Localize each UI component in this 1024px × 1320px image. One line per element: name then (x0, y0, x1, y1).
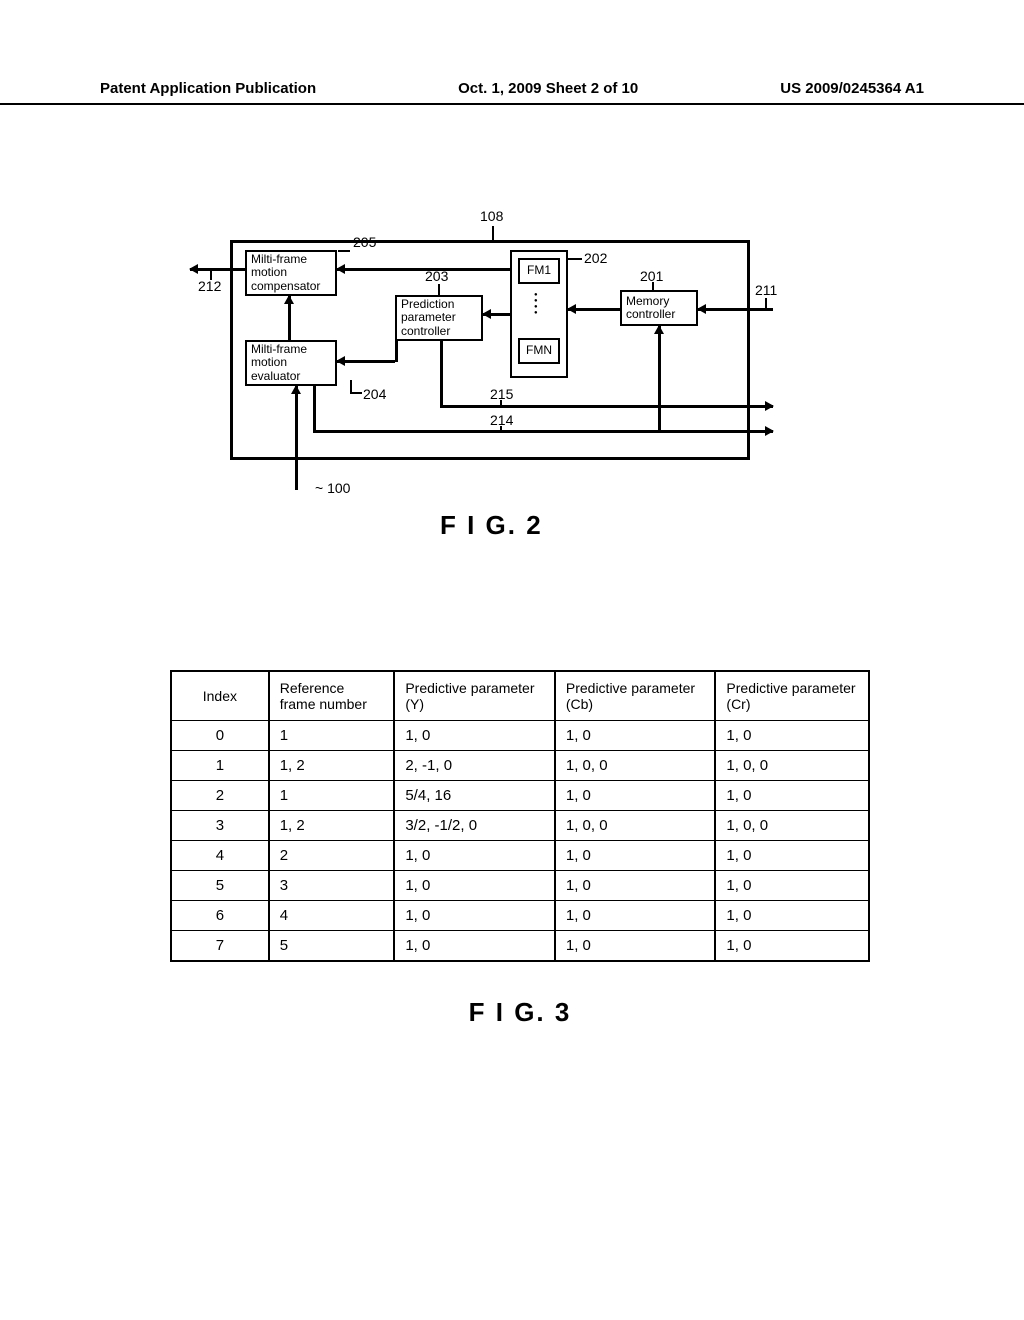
block-memctl: Memory controller (620, 290, 698, 326)
wire-215-h (440, 405, 773, 408)
wire-212 (190, 268, 245, 271)
col-index: Index (171, 671, 269, 721)
label-100: ~ 100 (315, 480, 350, 496)
leader-211 (765, 298, 767, 308)
figure-2: 108 Milti-frame motion compensator 205 M… (200, 200, 780, 520)
label-108: 108 (480, 208, 503, 224)
block-fmn: FMN (518, 338, 560, 364)
block-evaluator: Milti-frame motion evaluator (245, 340, 337, 386)
wire-100 (295, 386, 298, 490)
table-row: 421, 01, 01, 0 (171, 841, 869, 871)
header-center: Oct. 1, 2009 Sheet 2 of 10 (458, 80, 638, 97)
fig3-caption: F I G. 3 (170, 997, 870, 1028)
col-pred-cb: Predictive parameter (Cb) (555, 671, 716, 721)
table-row: 641, 01, 01, 0 (171, 901, 869, 931)
label-205: 205 (353, 234, 376, 250)
header-right: US 2009/0245364 A1 (780, 80, 924, 97)
fig2-caption: F I G. 2 (440, 510, 543, 541)
vdots-icon: ●●●● (534, 292, 538, 316)
label-211: 211 (755, 282, 777, 298)
wire-214-h (313, 430, 773, 433)
leader-215 (500, 400, 502, 406)
wire-eval-comp (288, 296, 291, 340)
page-header: Patent Application Publication Oct. 1, 2… (0, 80, 1024, 105)
wire-ppc-eval-v (395, 341, 398, 362)
wire-up-memctl (658, 326, 661, 430)
table-row: 31, 23/2, -1/2, 01, 0, 01, 0, 0 (171, 811, 869, 841)
table-row: 751, 01, 01, 0 (171, 931, 869, 962)
label-202: 202 (584, 250, 607, 266)
wire-214-v (313, 386, 316, 430)
table-row: 011, 01, 01, 0 (171, 721, 869, 751)
wire-ppc-eval-h (337, 360, 395, 363)
label-204: 204 (363, 386, 386, 402)
figure-3: Index Reference frame number Predictive … (170, 670, 870, 1028)
leader-203 (438, 284, 440, 295)
header-left: Patent Application Publication (100, 80, 316, 97)
leader-201 (652, 282, 654, 291)
table-row: 215/4, 161, 01, 0 (171, 781, 869, 811)
wire-211 (698, 308, 773, 311)
leader-204a (350, 380, 352, 392)
col-refframe: Reference frame number (269, 671, 395, 721)
wire-215-v (440, 341, 443, 405)
wire-memctl-fm (568, 308, 620, 311)
leader-108 (492, 226, 494, 240)
wire-fm-ppc (483, 313, 510, 316)
table-header-row: Index Reference frame number Predictive … (171, 671, 869, 721)
block-compensator: Milti-frame motion compensator (245, 250, 337, 296)
wire-fm-comp (337, 268, 510, 271)
leader-212 (210, 270, 212, 280)
leader-202 (568, 258, 582, 260)
label-212: 212 (198, 278, 221, 294)
fig3-tbody: 011, 01, 01, 0 11, 22, -1, 01, 0, 01, 0,… (171, 721, 869, 962)
label-214: 214 (490, 412, 513, 428)
leader-205 (338, 250, 350, 252)
table-row: 531, 01, 01, 0 (171, 871, 869, 901)
block-ppc: Prediction parameter controller (395, 295, 483, 341)
block-fm1: FM1 (518, 258, 560, 284)
label-215: 215 (490, 386, 513, 402)
col-pred-y: Predictive parameter (Y) (394, 671, 555, 721)
fig3-table: Index Reference frame number Predictive … (170, 670, 870, 962)
leader-204b (350, 392, 362, 394)
col-pred-cr: Predictive parameter (Cr) (715, 671, 869, 721)
table-row: 11, 22, -1, 01, 0, 01, 0, 0 (171, 751, 869, 781)
leader-214 (500, 426, 502, 432)
